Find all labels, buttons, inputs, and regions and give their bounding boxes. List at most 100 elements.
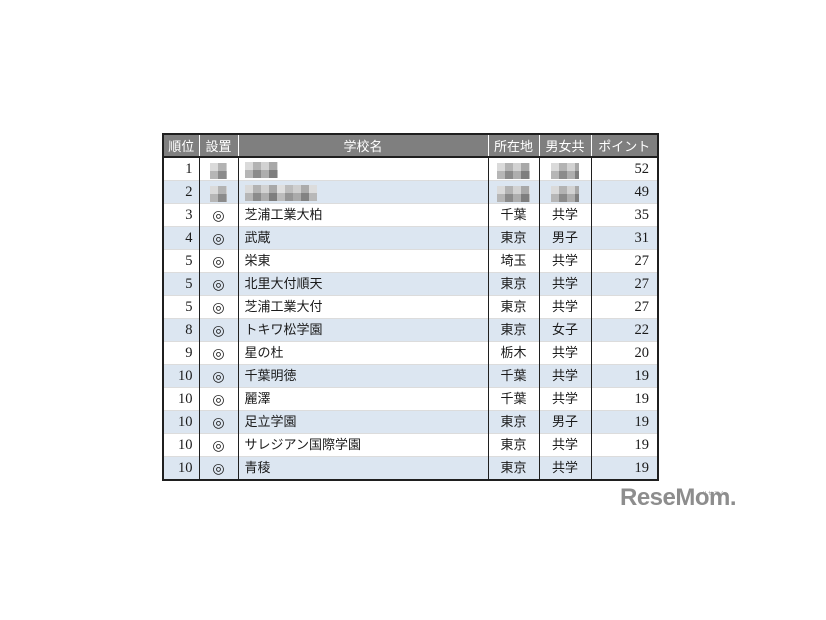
cell-rank: 2 (163, 180, 199, 204)
cell-location: 栃木 (487, 341, 539, 365)
cell-school-name: 芝浦工業大柏 (237, 203, 488, 227)
table-row: 9 ◎ 星の杜 栃木 共学 20 (163, 341, 658, 365)
table-row: 5 ◎ 北里大付順天 東京 共学 27 (163, 272, 658, 296)
pixelated-redaction (551, 162, 579, 179)
cell-location: 埼玉 (487, 249, 539, 273)
col-header-school: 学校名 (237, 134, 488, 158)
header-row: 順位 設置 学校名 所在地 男女共 ポイント (163, 134, 658, 158)
table-row: 10 ◎ 麗澤 千葉 共学 19 (163, 387, 658, 411)
cell-points: 31 (590, 226, 658, 250)
pixelated-redaction (244, 184, 317, 201)
table-row: 2 49 (163, 180, 658, 204)
cell-rank: 10 (163, 433, 199, 457)
cell-school-name: トキワ松学園 (237, 318, 488, 342)
cell-gender: 共学 (538, 387, 591, 411)
logo-period: . (729, 484, 737, 511)
col-header-location: 所在地 (487, 134, 539, 158)
cell-school-name: 千葉明徳 (237, 364, 488, 388)
cell-establishment (198, 180, 238, 204)
col-header-gender: 男女共 (538, 134, 591, 158)
cell-gender: 共学 (538, 295, 591, 319)
cell-points: 19 (590, 364, 658, 388)
cell-gender: 共学 (538, 364, 591, 388)
table-row: 10 ◎ 千葉明徳 千葉 共学 19 (163, 364, 658, 388)
cell-establishment: ◎ (198, 364, 238, 388)
cell-points: 19 (590, 410, 658, 434)
cell-gender: 男子 (538, 410, 591, 434)
cell-location: 千葉 (487, 364, 539, 388)
cell-establishment: ◎ (198, 226, 238, 250)
cell-location: 東京 (487, 410, 539, 434)
cell-location: 東京 (487, 272, 539, 296)
cell-rank: 10 (163, 387, 199, 411)
table-row: 4 ◎ 武蔵 東京 男子 31 (163, 226, 658, 250)
cell-points: 20 (590, 341, 658, 365)
table-row: 10 ◎ サレジアン国際学園 東京 共学 19 (163, 433, 658, 457)
cell-school-name: 足立学園 (237, 410, 488, 434)
cell-points: 27 (590, 272, 658, 296)
logo-ruby-text: リセマム (702, 491, 727, 497)
pixelated-redaction (551, 185, 579, 202)
cell-rank: 10 (163, 364, 199, 388)
cell-establishment: ◎ (198, 272, 238, 296)
cell-school-name: 星の杜 (237, 341, 488, 365)
cell-school-name: 栄東 (237, 249, 488, 273)
cell-location: 東京 (487, 295, 539, 319)
cell-rank: 5 (163, 249, 199, 273)
cell-points: 27 (590, 249, 658, 273)
cell-points: 49 (590, 180, 658, 204)
table-row: 5 ◎ 芝浦工業大付 東京 共学 27 (163, 295, 658, 319)
cell-rank: 4 (163, 226, 199, 250)
table-row: 3 ◎ 芝浦工業大柏 千葉 共学 35 (163, 203, 658, 227)
table-row: 10 ◎ 足立学園 東京 男子 19 (163, 410, 658, 434)
cell-points: 19 (590, 456, 658, 480)
pixelated-redaction (497, 162, 530, 179)
cell-points: 35 (590, 203, 658, 227)
cell-school-name (237, 180, 488, 204)
col-header-points: ポイント (590, 134, 658, 158)
cell-points: 19 (590, 433, 658, 457)
table-body: 1 52 2 49 3 ◎ 芝浦工業大柏 千葉 共学 35 4 ◎ 武蔵 東京 男子 31 5 ◎ 栄東 埼玉 共学 27… (163, 157, 658, 480)
cell-school-name: サレジアン国際学園 (237, 433, 488, 457)
cell-gender: 共学 (538, 341, 591, 365)
cell-gender: 共学 (538, 433, 591, 457)
cell-rank: 5 (163, 295, 199, 319)
table-header: 順位 設置 学校名 所在地 男女共 ポイント (163, 134, 658, 158)
cell-establishment: ◎ (198, 456, 238, 480)
pixelated-redaction (210, 185, 227, 202)
resemom-logo: リセマム ReseMom. (620, 484, 737, 512)
cell-school-name: 青稜 (237, 456, 488, 480)
pixelated-redaction (244, 161, 278, 178)
cell-rank: 1 (163, 157, 199, 181)
cell-gender: 共学 (538, 203, 591, 227)
cell-points: 27 (590, 295, 658, 319)
pixelated-redaction (210, 162, 227, 179)
table-row: 5 ◎ 栄東 埼玉 共学 27 (163, 249, 658, 273)
cell-school-name: 芝浦工業大付 (237, 295, 488, 319)
table-row: 1 52 (163, 157, 658, 181)
cell-establishment: ◎ (198, 387, 238, 411)
cell-school-name: 北里大付順天 (237, 272, 488, 296)
col-header-rank: 順位 (163, 134, 199, 158)
table-row: 10 ◎ 青稜 東京 共学 19 (163, 456, 658, 480)
cell-location: 東京 (487, 433, 539, 457)
cell-rank: 8 (163, 318, 199, 342)
cell-rank: 10 (163, 456, 199, 480)
cell-location (487, 180, 539, 204)
cell-rank: 10 (163, 410, 199, 434)
cell-establishment: ◎ (198, 249, 238, 273)
cell-establishment: ◎ (198, 410, 238, 434)
cell-rank: 3 (163, 203, 199, 227)
cell-establishment: ◎ (198, 433, 238, 457)
cell-school-name: 麗澤 (237, 387, 488, 411)
cell-location: 東京 (487, 226, 539, 250)
cell-school-name (237, 157, 488, 181)
cell-gender: 共学 (538, 456, 591, 480)
cell-points: 22 (590, 318, 658, 342)
cell-points: 52 (590, 157, 658, 181)
cell-gender: 男子 (538, 226, 591, 250)
cell-gender (538, 157, 591, 181)
cell-establishment: ◎ (198, 295, 238, 319)
cell-location (487, 157, 539, 181)
